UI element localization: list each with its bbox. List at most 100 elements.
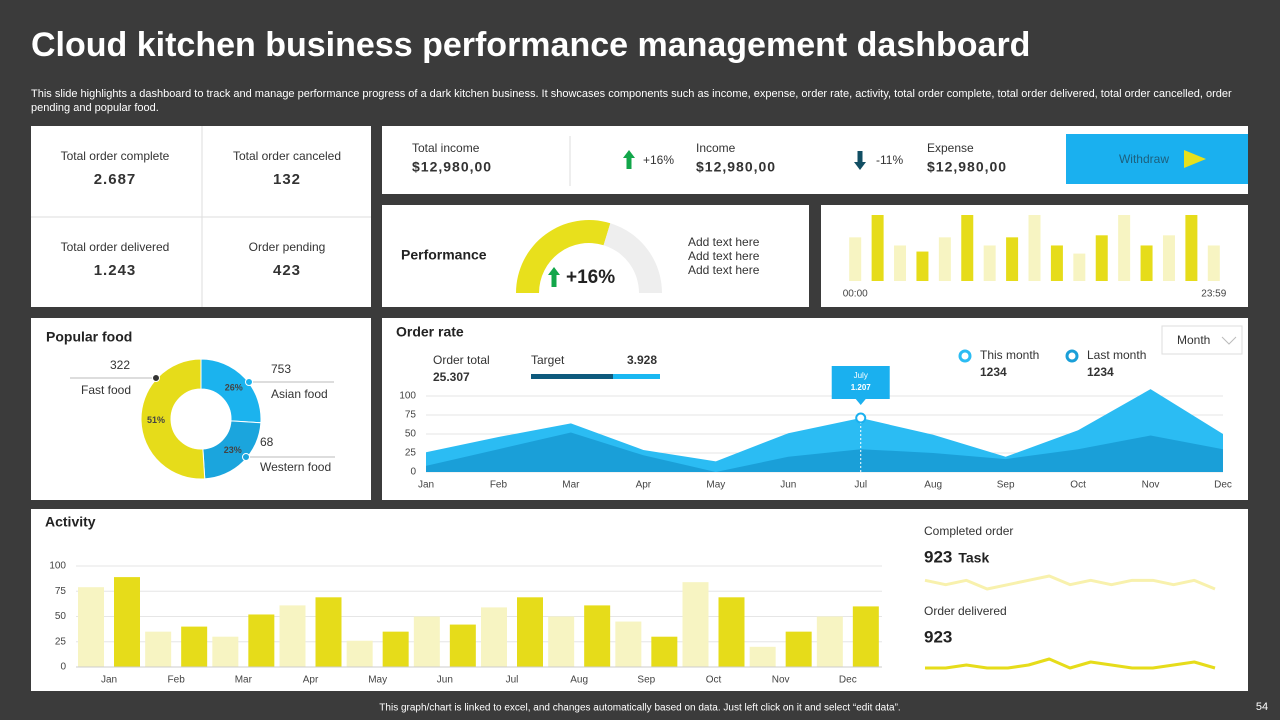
legend-total: 1234: [1087, 365, 1114, 379]
title: Cloud kitchen business performance manag…: [31, 26, 1031, 64]
kpi-value: 423: [273, 262, 301, 279]
food-name: Asian food: [271, 387, 328, 401]
y-tick-label: 100: [399, 391, 416, 402]
x-tick-label: Dec: [1214, 480, 1232, 491]
bar: [517, 597, 543, 667]
up-arrow: [548, 267, 560, 287]
down-arrow: [854, 151, 866, 170]
bar: [651, 636, 678, 667]
bar: [1207, 245, 1220, 281]
x-tick-label: Jul: [506, 675, 519, 686]
bar: [584, 605, 611, 667]
target-bar: [613, 374, 660, 379]
kpi-label: Total order delivered: [61, 240, 170, 254]
sparkline: [924, 574, 1216, 591]
x-tick-label: Sep: [997, 480, 1015, 491]
bar: [248, 614, 275, 667]
kpi-value: 2.687: [94, 171, 137, 188]
bar: [481, 607, 507, 667]
bar: [916, 251, 929, 281]
x-tick-label: Oct: [1070, 480, 1086, 491]
up-arrow: [623, 150, 635, 169]
x-tick-label: Nov: [772, 675, 790, 686]
dropdown-chevron: [1221, 336, 1237, 345]
bar: [894, 245, 907, 281]
bar: [849, 237, 862, 281]
x-tick-label: Mar: [562, 480, 580, 491]
y-tick-label: 75: [55, 586, 67, 597]
stat-unit: Task: [958, 550, 989, 566]
stat-value: 923: [924, 547, 952, 566]
x-tick-label: Mar: [235, 675, 253, 686]
bar: [1028, 215, 1041, 281]
bar: [279, 605, 306, 667]
finance-label: Income: [696, 141, 736, 155]
gauge-track: [603, 223, 662, 293]
x-tick-label: Jan: [101, 675, 117, 686]
bar: [145, 631, 172, 667]
legend-label: Last month: [1087, 348, 1146, 362]
bar: [181, 626, 208, 667]
bar: [1140, 245, 1153, 281]
bar: [346, 640, 373, 667]
y-tick-label: 25: [405, 448, 417, 459]
area: [426, 432, 1223, 472]
finance-value: $12,980,00: [412, 159, 492, 175]
gauge-label: +16%: [566, 267, 615, 288]
point-marker: [855, 412, 867, 424]
bar: [852, 606, 879, 667]
bar: [1006, 237, 1019, 281]
x-tick-label: Feb: [490, 480, 508, 491]
slice-label: 23%: [224, 445, 242, 455]
x-tick-label: Oct: [706, 675, 722, 686]
note: Add text here: [688, 235, 760, 249]
button-bg: [1066, 134, 1248, 184]
bar: [682, 582, 709, 667]
bar: [1073, 253, 1086, 281]
stat-label: Order total: [433, 353, 490, 367]
food-name: Fast food: [81, 383, 131, 397]
panel-title: Order rate: [396, 324, 464, 340]
y-tick-label: 50: [55, 611, 67, 622]
sparkline: [925, 657, 1216, 670]
donut-slice: [200, 358, 262, 424]
bar: [718, 597, 745, 667]
x-tick-label: Apr: [636, 480, 652, 491]
x-tick-label: Jun: [780, 480, 796, 491]
finance-value: $12,980,00: [696, 159, 776, 175]
x-tick-label: Dec: [839, 675, 857, 686]
bar: [983, 245, 996, 281]
x-tick-label: Jun: [437, 675, 453, 686]
bar: [1162, 235, 1175, 281]
x-tick-label: 00:00: [843, 289, 868, 300]
bar: [413, 616, 440, 667]
expense-change: -11%: [876, 153, 903, 167]
tooltip: [831, 366, 890, 405]
page-number: 54: [1256, 701, 1268, 713]
x-tick-label: Aug: [924, 480, 942, 491]
x-tick-label: Jan: [418, 480, 434, 491]
stat-label: Completed order: [924, 524, 1013, 538]
dropdown-label: Month: [1177, 333, 1210, 347]
bar: [938, 237, 951, 281]
bar: [548, 616, 575, 667]
panel-title: Performance: [401, 247, 487, 263]
y-tick-label: 75: [405, 410, 417, 421]
tooltip-label: July: [854, 371, 868, 380]
bar: [1050, 245, 1063, 281]
withdraw-button[interactable]: Withdraw: [1066, 134, 1248, 184]
subtitle: This slide highlights a dashboard to tra…: [31, 88, 1232, 114]
donut-slice: [140, 358, 206, 480]
panel-title: Activity: [45, 514, 96, 530]
slice-label: 51%: [147, 415, 165, 425]
footer-note: This graph/chart is linked to excel, and…: [379, 703, 900, 714]
dropdown[interactable]: [1161, 325, 1243, 355]
y-tick-label: 0: [60, 662, 66, 673]
bar: [382, 631, 409, 667]
bar: [449, 624, 476, 667]
x-tick-label: Jul: [854, 480, 867, 491]
bar: [78, 587, 104, 667]
target-bar: [531, 374, 613, 379]
panel-title: Popular food: [46, 329, 132, 345]
stat-label: Target: [531, 353, 565, 367]
